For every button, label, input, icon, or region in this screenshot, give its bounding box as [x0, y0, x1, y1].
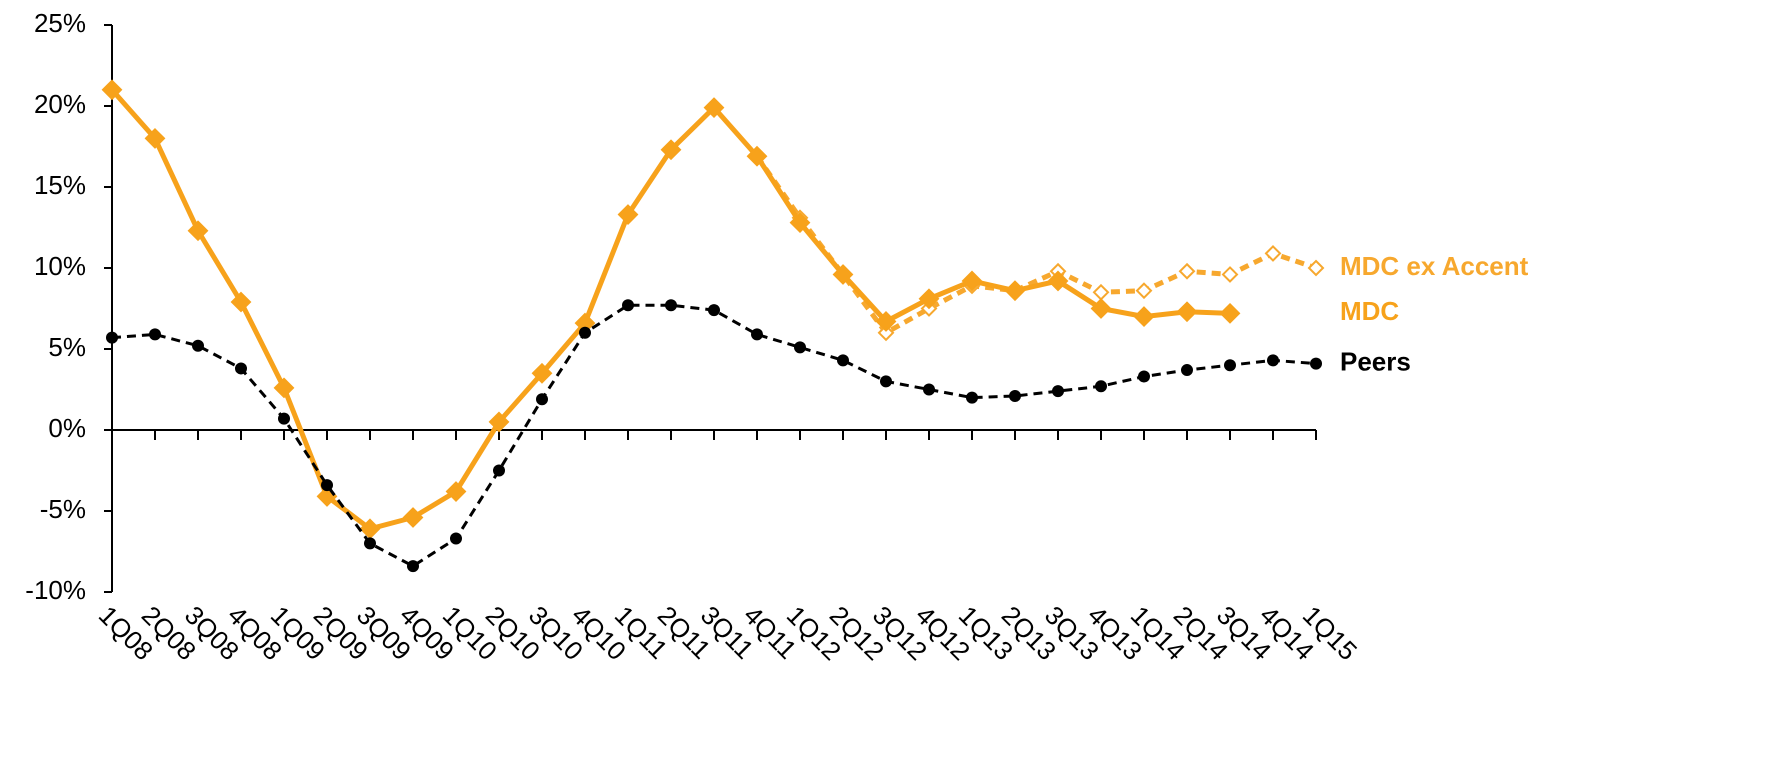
marker	[1221, 266, 1239, 283]
marker	[622, 299, 634, 312]
marker	[1090, 298, 1112, 319]
marker	[1224, 359, 1236, 372]
marker	[1176, 301, 1198, 323]
marker	[273, 377, 295, 399]
marker	[877, 324, 895, 342]
marker	[1092, 283, 1110, 301]
marker	[531, 362, 553, 384]
marker	[660, 139, 682, 161]
marker	[1310, 357, 1322, 370]
marker	[1047, 270, 1069, 292]
marker	[235, 362, 247, 375]
marker	[192, 339, 204, 352]
marker	[144, 127, 166, 149]
marker	[278, 412, 290, 425]
marker	[832, 264, 854, 285]
y-tick-label: 10%	[34, 251, 86, 281]
marker	[1181, 364, 1193, 377]
marker	[321, 479, 333, 492]
marker	[1264, 245, 1282, 262]
marker	[445, 481, 467, 502]
marker	[407, 560, 419, 573]
marker	[794, 341, 806, 354]
y-tick-label: 20%	[34, 89, 86, 119]
marker	[1267, 354, 1279, 367]
marker	[966, 391, 978, 404]
marker	[450, 532, 462, 545]
marker	[101, 79, 123, 101]
marker	[1135, 282, 1153, 300]
marker	[402, 507, 424, 528]
marker	[1178, 262, 1196, 280]
y-tick-label: 5%	[48, 332, 86, 362]
marker	[1138, 370, 1150, 383]
y-tick-label: 15%	[34, 170, 86, 200]
marker	[536, 393, 548, 406]
series-label: Peers	[1340, 346, 1411, 376]
y-tick-label: 0%	[48, 413, 86, 443]
marker	[875, 311, 897, 332]
marker	[1307, 259, 1325, 277]
marker	[488, 411, 510, 433]
y-tick-label: -10%	[25, 575, 86, 605]
marker	[837, 354, 849, 367]
marker	[1004, 280, 1026, 302]
series-label: MDC	[1340, 296, 1399, 326]
series-label: MDC ex Accent	[1340, 251, 1529, 281]
y-tick-label: -5%	[40, 494, 86, 524]
marker	[106, 331, 118, 344]
marker	[1052, 385, 1064, 398]
marker	[1009, 389, 1021, 402]
marker	[187, 220, 209, 242]
marker	[703, 97, 725, 119]
marker	[918, 288, 940, 310]
y-tick-label: 25%	[34, 8, 86, 38]
marker	[230, 291, 252, 313]
marker	[579, 326, 591, 339]
marker	[1095, 380, 1107, 393]
marker	[493, 464, 505, 477]
marker	[665, 299, 677, 312]
marker	[923, 383, 935, 396]
marker	[789, 212, 811, 234]
marker	[880, 375, 892, 388]
marker	[617, 204, 639, 225]
marker	[751, 328, 763, 341]
marker	[708, 304, 720, 317]
marker	[149, 328, 161, 341]
marker	[961, 270, 983, 292]
marker	[746, 145, 768, 167]
marker	[364, 537, 376, 550]
marker	[1133, 306, 1155, 328]
marker	[1219, 302, 1241, 324]
